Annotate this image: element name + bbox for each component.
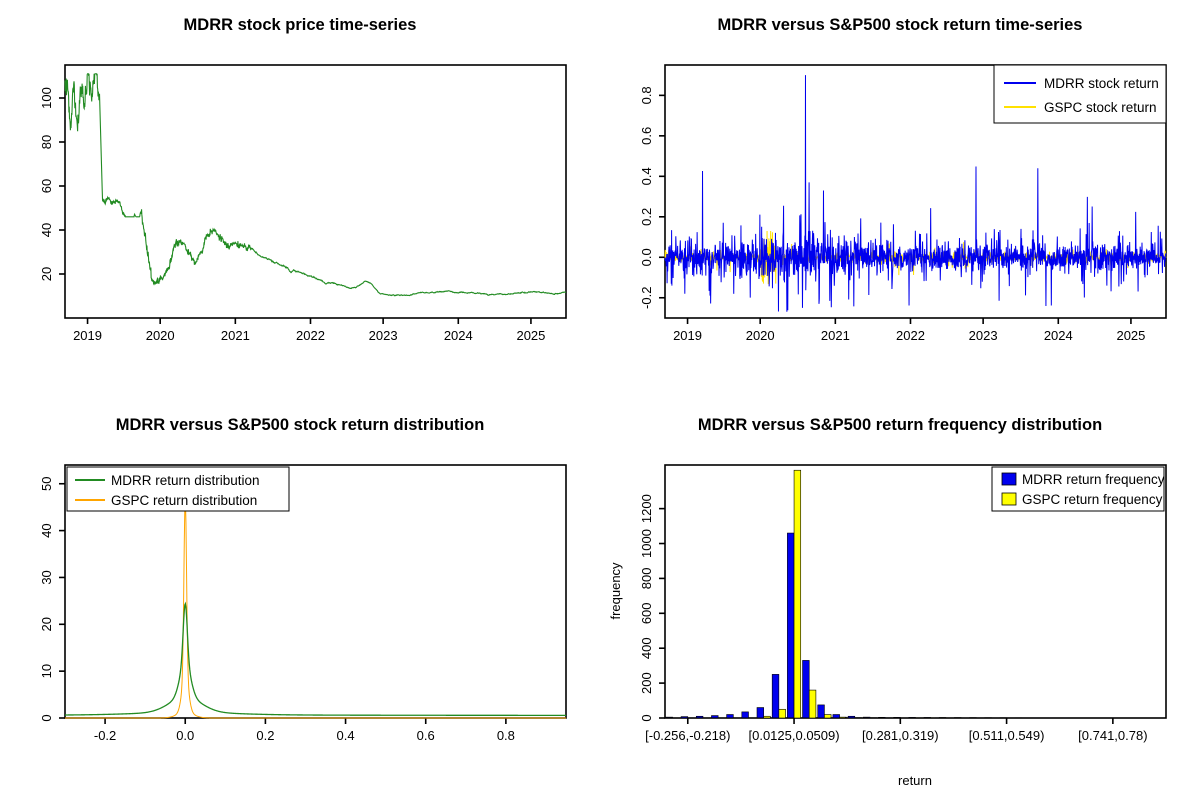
svg-text:MDRR versus S&P500 stock retur: MDRR versus S&P500 stock return distribu… [116, 416, 485, 434]
svg-text:2022: 2022 [296, 328, 325, 343]
svg-text:frequency: frequency [608, 562, 623, 620]
svg-text:20: 20 [39, 267, 54, 281]
svg-text:2021: 2021 [821, 328, 850, 343]
svg-text:0: 0 [39, 714, 54, 721]
svg-text:2025: 2025 [1116, 328, 1145, 343]
svg-text:MDRR stock price time-series: MDRR stock price time-series [184, 16, 417, 34]
svg-text:40: 40 [39, 223, 54, 237]
svg-text:2019: 2019 [673, 328, 702, 343]
svg-text:0.2: 0.2 [639, 208, 654, 226]
svg-text:2024: 2024 [1044, 328, 1073, 343]
svg-text:-0.2: -0.2 [94, 728, 116, 743]
svg-text:2020: 2020 [146, 328, 175, 343]
svg-text:return: return [898, 773, 932, 788]
svg-text:200: 200 [639, 672, 654, 694]
svg-text:800: 800 [639, 568, 654, 590]
svg-text:20: 20 [39, 617, 54, 631]
svg-text:MDRR versus S&P500 stock retur: MDRR versus S&P500 stock return time-ser… [718, 16, 1083, 34]
svg-text:GSPC return distribution: GSPC return distribution [111, 493, 257, 508]
svg-text:0.0: 0.0 [639, 248, 654, 266]
svg-text:GSPC stock return: GSPC stock return [1044, 100, 1157, 115]
svg-text:0.8: 0.8 [639, 86, 654, 104]
svg-text:2022: 2022 [896, 328, 925, 343]
svg-text:0.6: 0.6 [639, 127, 654, 145]
svg-text:[0.0125,0.0509): [0.0125,0.0509) [749, 728, 840, 743]
svg-text:1200: 1200 [639, 494, 654, 523]
svg-text:0.2: 0.2 [256, 728, 274, 743]
svg-text:1000: 1000 [639, 529, 654, 558]
svg-text:0.0: 0.0 [176, 728, 194, 743]
svg-text:2020: 2020 [746, 328, 775, 343]
svg-text:[0.741,0.78): [0.741,0.78) [1078, 728, 1147, 743]
svg-text:2024: 2024 [444, 328, 473, 343]
svg-text:30: 30 [39, 570, 54, 584]
svg-text:MDRR stock return: MDRR stock return [1044, 76, 1159, 91]
svg-text:2019: 2019 [73, 328, 102, 343]
svg-text:10: 10 [39, 664, 54, 678]
svg-text:0: 0 [639, 714, 654, 721]
svg-text:2025: 2025 [516, 328, 545, 343]
svg-text:80: 80 [39, 135, 54, 149]
svg-text:MDRR return frequency: MDRR return frequency [1022, 472, 1165, 487]
svg-text:0.4: 0.4 [639, 167, 654, 185]
svg-text:[0.511,0.549): [0.511,0.549) [969, 728, 1045, 743]
svg-text:MDRR versus S&P500 return freq: MDRR versus S&P500 return frequency dist… [698, 416, 1102, 434]
svg-text:600: 600 [639, 602, 654, 624]
svg-text:[0.281,0.319): [0.281,0.319) [862, 728, 939, 743]
svg-text:-0.2: -0.2 [639, 287, 654, 309]
svg-text:40: 40 [39, 523, 54, 537]
svg-text:2021: 2021 [221, 328, 250, 343]
svg-text:MDRR return distribution: MDRR return distribution [111, 473, 260, 488]
svg-text:2023: 2023 [369, 328, 398, 343]
svg-text:0.8: 0.8 [497, 728, 515, 743]
svg-text:[-0.256,-0.218): [-0.256,-0.218) [645, 728, 730, 743]
svg-text:0.4: 0.4 [337, 728, 355, 743]
svg-text:50: 50 [39, 477, 54, 491]
svg-text:GSPC return frequency: GSPC return frequency [1022, 492, 1163, 507]
svg-text:2023: 2023 [969, 328, 998, 343]
svg-text:400: 400 [639, 637, 654, 659]
svg-text:60: 60 [39, 179, 54, 193]
svg-text:100: 100 [39, 87, 54, 109]
svg-text:0.6: 0.6 [417, 728, 435, 743]
